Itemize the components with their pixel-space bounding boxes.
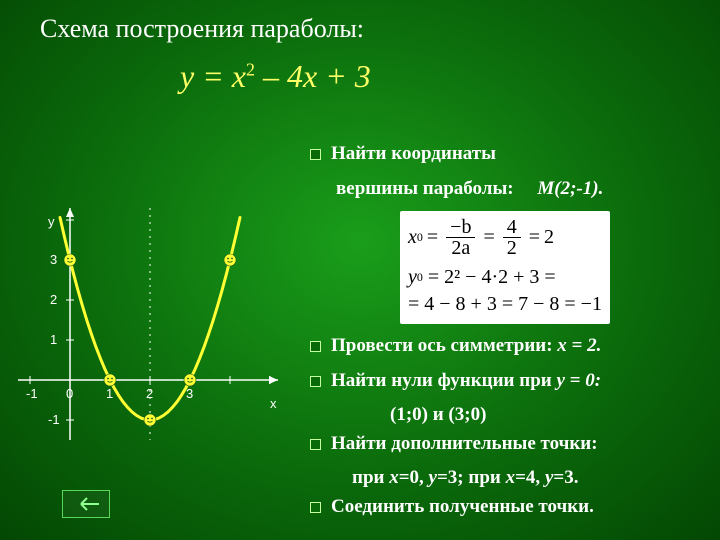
step4-points: при x=0, y=3; при x=4, y=3.	[352, 464, 710, 493]
svg-text:3: 3	[50, 252, 57, 267]
svg-text:-1: -1	[48, 412, 60, 427]
step1-line2a: вершины параболы:	[336, 178, 514, 199]
svg-text:0: 0	[66, 386, 73, 401]
bullet-icon	[310, 439, 321, 450]
svg-text:-1: -1	[26, 386, 38, 401]
step2-val: x = 2.	[557, 335, 601, 356]
frac-den1: 2a	[447, 238, 474, 258]
y0-line2: = 4 − 8 + 3 = 7 − 8 = −1	[408, 291, 602, 318]
slide-title: Схема построения параболы:	[40, 14, 364, 44]
y0-line1: = 2² − 4·2 + 3 =	[428, 264, 556, 291]
prev-button[interactable]	[62, 490, 110, 518]
steps-list: Найти координаты вершины параболы: M(2;-…	[310, 140, 710, 527]
frac-num1: −b	[446, 217, 475, 238]
svg-text:y: y	[48, 214, 55, 229]
frac-den2: 2	[503, 238, 521, 258]
svg-text:2: 2	[146, 386, 153, 401]
step3-text: Найти нули функции при	[331, 370, 556, 391]
bullet-icon	[310, 341, 321, 352]
svg-text:1: 1	[50, 332, 57, 347]
step1-line1: Найти координаты	[331, 143, 496, 164]
y0-var: y	[408, 264, 417, 291]
parabola-chart: -10123123-1xy	[0, 130, 310, 450]
formula-block: x0= −b2a = 42 =2 y0 = 2² − 4·2 + 3 = = 4…	[400, 211, 610, 324]
svg-text:x: x	[270, 396, 277, 411]
step3-b: y = 0:	[556, 370, 601, 391]
step5-text: Соединить полученные точки.	[331, 493, 594, 522]
step4-text: Найти дополнительные точки:	[331, 430, 598, 459]
step2-text: Провести ось симметрии:	[331, 335, 557, 356]
x0-result: 2	[544, 224, 554, 251]
main-equation: y = x2 – 4x + 3	[180, 58, 371, 95]
frac-num2: 4	[503, 217, 521, 238]
bullet-icon	[310, 149, 321, 160]
bullet-icon	[310, 502, 321, 513]
svg-text:1: 1	[106, 386, 113, 401]
svg-text:2: 2	[50, 292, 57, 307]
step1-vertex: M(2;-1).	[537, 178, 603, 199]
step3-roots: (1;0) и (3;0)	[390, 401, 710, 430]
bullet-icon	[310, 376, 321, 387]
